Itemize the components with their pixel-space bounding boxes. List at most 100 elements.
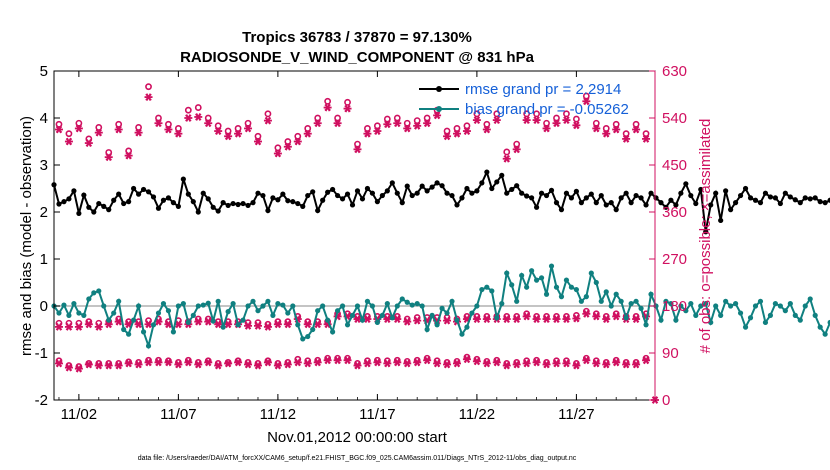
bias-point xyxy=(379,312,385,318)
obs-possible-marker xyxy=(184,106,192,114)
bias-point xyxy=(245,303,251,309)
rmse-point xyxy=(414,190,420,196)
obs-assimilated-marker xyxy=(443,316,452,325)
bias-point xyxy=(603,289,609,295)
obs-assimilated-marker xyxy=(502,361,511,370)
data-file-footnote: data file: /Users/raeder/DAI/ATM_forcXX/… xyxy=(138,455,577,462)
obs-assimilated-marker xyxy=(462,355,471,364)
rmse-point xyxy=(782,190,788,196)
bias-point xyxy=(822,331,828,337)
obs-assimilated-marker xyxy=(174,360,183,369)
obs-assimilated-marker xyxy=(323,103,332,112)
obs-assimilated-marker xyxy=(74,364,83,373)
bias-point xyxy=(325,317,331,323)
obs-assimilated-marker xyxy=(54,359,63,368)
obs-assimilated-marker xyxy=(532,315,541,323)
obs-assimilated-marker xyxy=(273,149,282,158)
bias-point xyxy=(260,303,266,309)
rmse-point xyxy=(529,195,535,201)
bias-point xyxy=(504,270,510,276)
bias-point xyxy=(290,303,296,309)
bias-point xyxy=(742,324,749,330)
bias-point xyxy=(777,303,783,309)
bias-point xyxy=(509,282,515,288)
rmse-point xyxy=(628,200,634,206)
bias-point xyxy=(81,312,87,318)
rmse-point xyxy=(424,188,430,194)
rmse-point xyxy=(131,185,137,192)
obs-assimilated-marker xyxy=(54,125,63,134)
obs-assimilated-marker xyxy=(273,320,282,329)
bias-point xyxy=(339,303,346,309)
obs-assimilated-marker xyxy=(164,358,173,367)
bias-point xyxy=(359,317,366,323)
obs-possible-marker xyxy=(135,124,142,131)
obs-assimilated-marker xyxy=(433,111,442,120)
bias-point xyxy=(737,310,744,316)
bias-point xyxy=(330,329,336,335)
rmse-point xyxy=(792,197,798,203)
bias-point xyxy=(195,303,201,309)
obs-possible-marker xyxy=(95,124,103,131)
rmse-point xyxy=(643,202,649,208)
bias-point xyxy=(449,298,455,304)
rmse-point xyxy=(708,202,714,208)
bias-point xyxy=(265,298,271,304)
bias-point xyxy=(250,298,256,304)
rmse-point xyxy=(827,197,830,203)
obs-assimilated-marker xyxy=(224,320,233,329)
rmse-point xyxy=(678,190,684,196)
rmse-point xyxy=(334,192,341,199)
obs-assimilated-marker xyxy=(472,315,481,323)
obs-assimilated-marker xyxy=(124,151,133,160)
rmse-point xyxy=(185,191,191,197)
obs-assimilated-marker xyxy=(94,322,103,331)
rmse-point xyxy=(135,191,142,197)
obs-assimilated-marker xyxy=(84,360,93,369)
y-tick-label: -1 xyxy=(35,345,48,362)
rmse-point xyxy=(434,180,440,186)
obs-assimilated-marker xyxy=(303,359,312,368)
bias-point xyxy=(364,298,371,304)
bias-point xyxy=(747,315,754,321)
bias-point xyxy=(673,317,679,323)
obs-possible-marker xyxy=(533,110,540,118)
x-tick-label: 11/27 xyxy=(558,406,594,423)
obs-assimilated-marker xyxy=(94,128,103,137)
rmse-point xyxy=(116,191,122,197)
bias-point xyxy=(772,301,778,307)
obs-assimilated-marker xyxy=(323,356,332,365)
rmse-point xyxy=(349,202,356,208)
y2-tick-label: 630 xyxy=(662,63,687,80)
obs-assimilated-marker xyxy=(204,317,213,326)
rmse-point xyxy=(374,199,380,205)
rmse-point xyxy=(160,197,167,203)
obs-possible-marker xyxy=(642,130,650,138)
obs-assimilated-marker xyxy=(502,154,511,163)
obs-possible-marker xyxy=(314,114,322,122)
rmse-point xyxy=(618,195,624,201)
obs-assimilated-marker xyxy=(154,358,163,367)
obs-assimilated-marker xyxy=(562,116,571,125)
legend-swatch-marker xyxy=(436,86,442,92)
bias-point xyxy=(613,291,619,297)
obs-assimilated-marker xyxy=(54,322,63,331)
bias-point xyxy=(757,298,764,304)
obs-possible-marker xyxy=(523,110,531,118)
obs-assimilated-marker xyxy=(283,360,292,369)
rmse-point xyxy=(315,207,321,214)
obs-assimilated-marker xyxy=(154,119,163,128)
obs-possible-marker xyxy=(155,114,162,122)
bias-point xyxy=(593,279,599,286)
bias-point xyxy=(628,301,634,307)
bias-point xyxy=(409,302,415,308)
obs-possible-marker xyxy=(483,120,491,128)
rmse-point xyxy=(698,186,704,193)
rmse-point xyxy=(444,190,450,196)
rmse-point xyxy=(494,179,500,185)
rmse-point xyxy=(767,194,774,200)
obs-assimilated-marker xyxy=(512,360,521,369)
rmse-point xyxy=(404,183,410,189)
rmse-point xyxy=(180,176,186,182)
obs-possible-marker xyxy=(165,120,172,128)
